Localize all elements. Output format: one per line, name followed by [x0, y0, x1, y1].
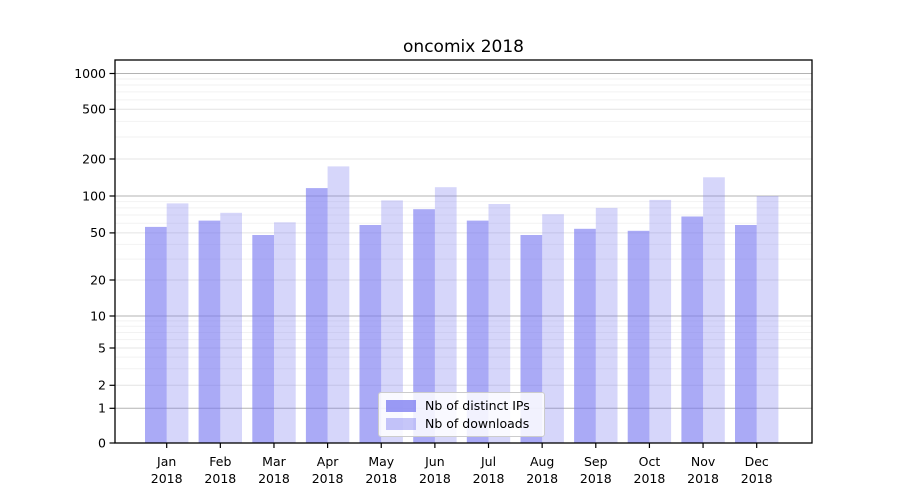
y-tick-label: 500	[82, 102, 106, 117]
y-tick-label: 100	[82, 188, 106, 203]
x-tick-label-month: Oct	[639, 454, 661, 469]
x-tick-label-month: Apr	[317, 454, 339, 469]
bar-downloads-sep	[595, 207, 618, 443]
x-tick-label-year: 2018	[419, 471, 451, 486]
y-tick-label: 10	[90, 308, 106, 323]
legend-entry-downloads: Nb of downloads	[386, 416, 544, 431]
bar-ips-nov	[681, 216, 704, 443]
legend-swatch-downloads	[386, 417, 416, 430]
x-tick-label-month: Dec	[745, 454, 769, 469]
x-tick-label-month: Feb	[209, 454, 231, 469]
x-tick-label-year: 2018	[526, 471, 558, 486]
bar-downloads-jul	[488, 204, 511, 443]
bar-ips-mar	[252, 235, 274, 443]
bar-ips-dec	[735, 225, 757, 443]
bar-downloads-mar	[274, 222, 296, 443]
x-tick-label-year: 2018	[634, 471, 666, 486]
x-tick-label-month: Mar	[262, 454, 286, 469]
bar-downloads-dec	[756, 196, 779, 443]
bar-ips-oct	[627, 230, 650, 443]
plot-frame	[114, 59, 813, 444]
bar-downloads-aug	[542, 214, 564, 443]
x-tick-label-month: Nov	[691, 454, 716, 469]
bar-ips-apr	[305, 188, 328, 443]
y-tick-label: 2	[98, 378, 106, 393]
y-tick-label: 50	[90, 225, 106, 240]
legend-label-downloads: Nb of downloads	[425, 416, 530, 431]
bar-ips-jul	[466, 220, 489, 443]
x-tick-label-year: 2018	[473, 471, 505, 486]
bar-downloads-may	[381, 200, 403, 443]
y-tick-label: 1000	[74, 66, 106, 81]
x-tick-label-year: 2018	[365, 471, 397, 486]
y-tick-label: 20	[90, 272, 106, 287]
y-tick-label: 200	[82, 151, 106, 166]
legend: Nb of distinct IPs Nb of downloads	[378, 392, 545, 437]
bar-ips-may	[359, 225, 382, 443]
bar-ips-aug	[520, 235, 543, 443]
x-tick-label-month: Jun	[424, 454, 445, 469]
x-tick-label-year: 2018	[580, 471, 612, 486]
y-tick-label: 1	[98, 401, 106, 416]
legend-entry-distinct-ips: Nb of distinct IPs	[386, 398, 544, 413]
x-tick-label-month: Aug	[530, 454, 554, 469]
x-tick-label-year: 2018	[687, 471, 719, 486]
x-tick-label-year: 2018	[204, 471, 236, 486]
bar-ips-sep	[574, 228, 596, 443]
x-tick-label-month: Sep	[584, 454, 608, 469]
bar-downloads-jan	[166, 203, 189, 443]
x-tick-label-month: Jan	[156, 454, 176, 469]
x-tick-label-month: May	[368, 454, 394, 469]
y-tick-label: 0	[98, 435, 106, 450]
bar-ips-jan	[145, 226, 167, 443]
x-tick-label-year: 2018	[741, 471, 773, 486]
legend-label-distinct-ips: Nb of distinct IPs	[425, 398, 530, 413]
y-tick-label: 5	[98, 340, 106, 355]
bar-ips-feb	[198, 220, 221, 443]
bar-downloads-feb	[220, 212, 242, 443]
x-tick-label-year: 2018	[151, 471, 183, 486]
bar-downloads-oct	[649, 199, 672, 443]
bar-ips-jun	[413, 209, 435, 443]
bar-downloads-jun	[434, 187, 457, 443]
x-tick-label-year: 2018	[258, 471, 290, 486]
bar-downloads-apr	[327, 166, 350, 443]
bar-downloads-nov	[703, 177, 725, 444]
chart-title: oncomix 2018	[403, 37, 524, 57]
x-tick-label-month: Jul	[480, 454, 496, 469]
x-tick-label-year: 2018	[312, 471, 344, 486]
legend-swatch-distinct-ips	[386, 399, 416, 412]
